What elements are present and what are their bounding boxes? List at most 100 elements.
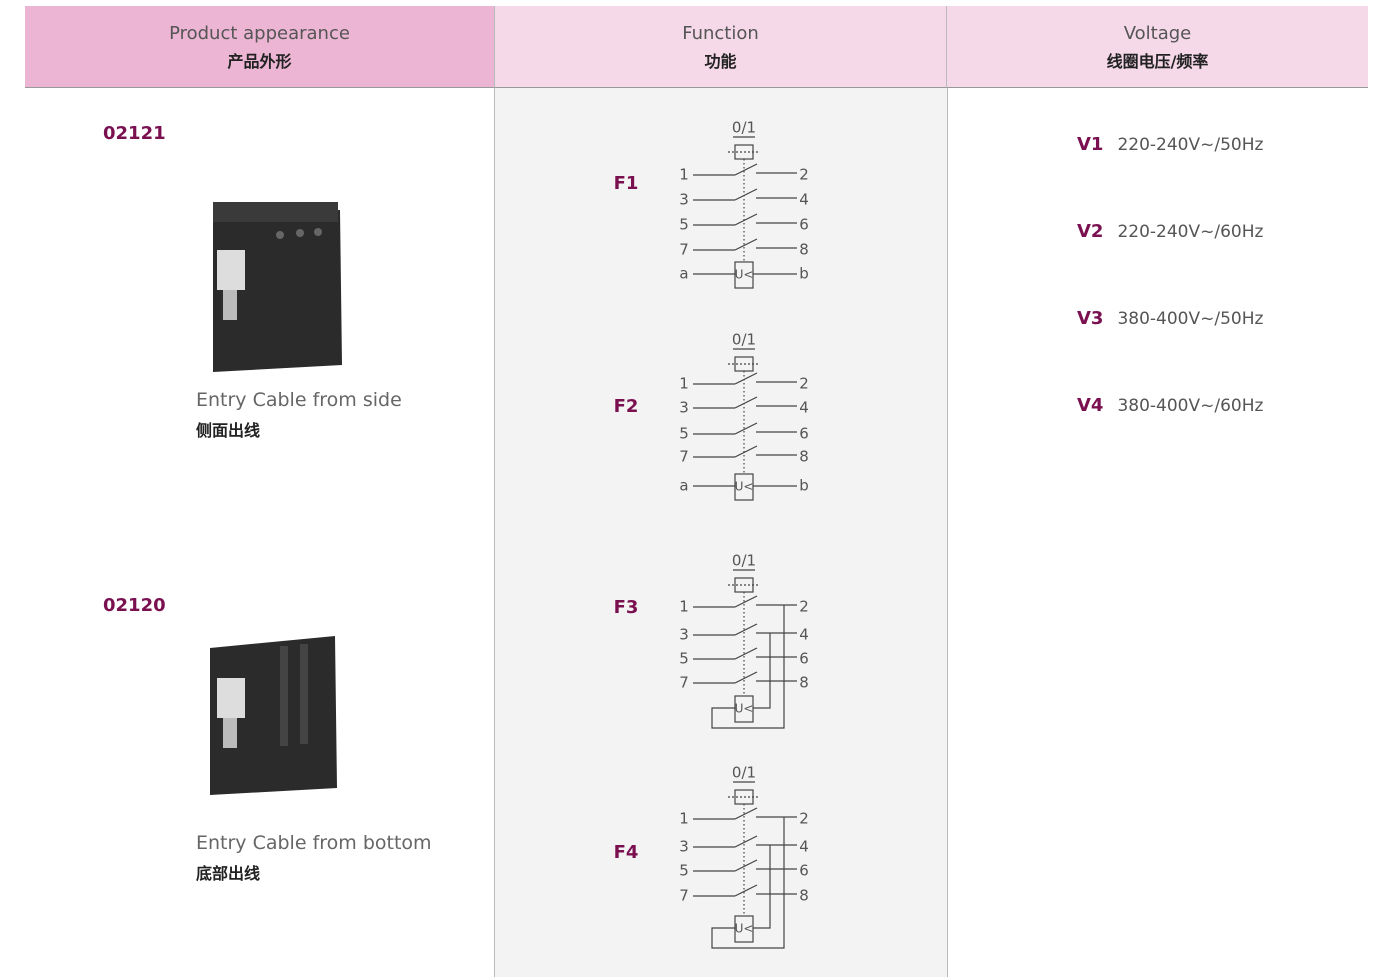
product-name-en: Entry Cable from bottom xyxy=(196,832,432,854)
header-zh: 功能 xyxy=(704,52,737,71)
wire xyxy=(734,623,758,636)
product-code: 02121 xyxy=(103,123,166,144)
terminal-label: 6 xyxy=(799,216,809,234)
coil-label: U< xyxy=(735,702,754,716)
terminal-label: 8 xyxy=(799,887,809,905)
function-label: F1 xyxy=(614,173,639,194)
terminal-label: 7 xyxy=(679,241,689,259)
header-cell: Voltage 线圈电压/频率 xyxy=(946,6,1368,88)
loop-wire xyxy=(753,633,771,709)
terminal-label: 8 xyxy=(799,674,809,692)
terminal-label: 3 xyxy=(679,399,689,417)
header-cell: Function 功能 xyxy=(494,6,946,88)
product-name-zh: 侧面出线 xyxy=(196,421,261,440)
wire xyxy=(734,238,758,251)
wire xyxy=(734,884,758,897)
terminal-label: a xyxy=(679,265,688,283)
wire xyxy=(734,213,758,226)
loop-wire xyxy=(711,605,785,729)
header-en: Voltage xyxy=(1123,23,1192,44)
header-en: Product appearance xyxy=(169,23,350,44)
header-zh: 线圈电压/频率 xyxy=(1106,52,1209,71)
wire xyxy=(734,163,758,176)
product-caption: Entry Cable from side 侧面出线 xyxy=(196,389,402,441)
terminal-label: 2 xyxy=(799,598,809,616)
wire xyxy=(734,647,758,660)
wire xyxy=(734,372,758,385)
function-diagrams: F1 0/1 1 2 3 4 5 6 7 8 a b U< F2 0/1 1 2 3 4 5 6 7 8 a b U< F3 0/1 1… xyxy=(614,119,809,949)
coil-label: U< xyxy=(735,268,754,282)
coil-label: U< xyxy=(735,480,754,494)
terminal-label: 3 xyxy=(679,191,689,209)
top-label: 0/1 xyxy=(732,331,756,349)
wire xyxy=(734,671,758,684)
product-name-en: Entry Cable from side xyxy=(196,389,402,411)
terminal-label: 6 xyxy=(799,862,809,880)
header-zh: 产品外形 xyxy=(227,52,292,71)
voltage-value: 380-400V~/50Hz xyxy=(1117,309,1264,329)
terminal-label: 6 xyxy=(799,650,809,668)
function-label: F3 xyxy=(614,597,639,618)
voltage-code: V1 xyxy=(1077,134,1104,155)
terminal-label: 4 xyxy=(799,399,809,417)
voltage-code: V4 xyxy=(1077,395,1104,416)
header-cell: Product appearance 产品外形 xyxy=(25,6,494,88)
terminal-label: 6 xyxy=(799,425,809,443)
product-caption: Entry Cable from bottom 底部出线 xyxy=(196,832,432,884)
voltage-row: V1 220-240V~/50Hz xyxy=(1077,134,1277,221)
terminal-label: 8 xyxy=(799,241,809,259)
terminal-label: 2 xyxy=(799,375,809,393)
terminal-label: 2 xyxy=(799,166,809,184)
wire xyxy=(734,396,758,409)
terminal-label: 4 xyxy=(799,838,809,856)
product-image xyxy=(210,636,337,795)
voltage-value: 220-240V~/60Hz xyxy=(1117,222,1264,242)
terminal-label: 7 xyxy=(679,674,689,692)
coil xyxy=(734,261,754,289)
terminal-label: 4 xyxy=(799,191,809,209)
terminal-label: 1 xyxy=(679,810,689,828)
function-label: F2 xyxy=(614,396,639,417)
terminal-label: 7 xyxy=(679,448,689,466)
loop-wire xyxy=(753,845,771,929)
terminal-label: 1 xyxy=(679,598,689,616)
terminal-label: 4 xyxy=(799,626,809,644)
voltage-row: V3 380-400V~/50Hz xyxy=(1077,308,1277,395)
terminal-label: 8 xyxy=(799,448,809,466)
terminal-label: 5 xyxy=(679,862,689,880)
terminal-label: 5 xyxy=(679,650,689,668)
terminal-label: b xyxy=(799,265,809,283)
voltage-code: V2 xyxy=(1077,221,1104,242)
wire xyxy=(734,859,758,872)
product-code: 02120 xyxy=(103,595,166,616)
wire xyxy=(734,807,758,820)
top-label: 0/1 xyxy=(732,119,756,137)
terminal-label: 3 xyxy=(679,626,689,644)
terminal-label: b xyxy=(799,477,809,495)
top-label: 0/1 xyxy=(732,552,756,570)
product-image xyxy=(213,202,342,372)
coil xyxy=(734,915,754,943)
voltage-value: 380-400V~/60Hz xyxy=(1117,396,1264,416)
function-label: F4 xyxy=(614,842,639,863)
wire xyxy=(734,595,758,608)
terminal-label: 3 xyxy=(679,838,689,856)
voltage-value: 220-240V~/50Hz xyxy=(1117,135,1264,155)
wire xyxy=(734,188,758,201)
header-en: Function xyxy=(682,23,759,44)
voltage-row: V4 380-400V~/60Hz xyxy=(1077,395,1277,482)
top-label: 0/1 xyxy=(732,764,756,782)
terminal-label: a xyxy=(679,477,688,495)
coil xyxy=(734,695,754,723)
coil-label: U< xyxy=(735,922,754,936)
product-name-zh: 底部出线 xyxy=(196,864,261,883)
loop-wire xyxy=(711,817,785,949)
terminal-label: 1 xyxy=(679,375,689,393)
terminal-label: 2 xyxy=(799,810,809,828)
terminal-label: 1 xyxy=(679,166,689,184)
wire xyxy=(734,445,758,458)
terminal-label: 7 xyxy=(679,887,689,905)
terminal-label: 5 xyxy=(679,425,689,443)
wire xyxy=(734,835,758,848)
coil xyxy=(734,473,754,501)
